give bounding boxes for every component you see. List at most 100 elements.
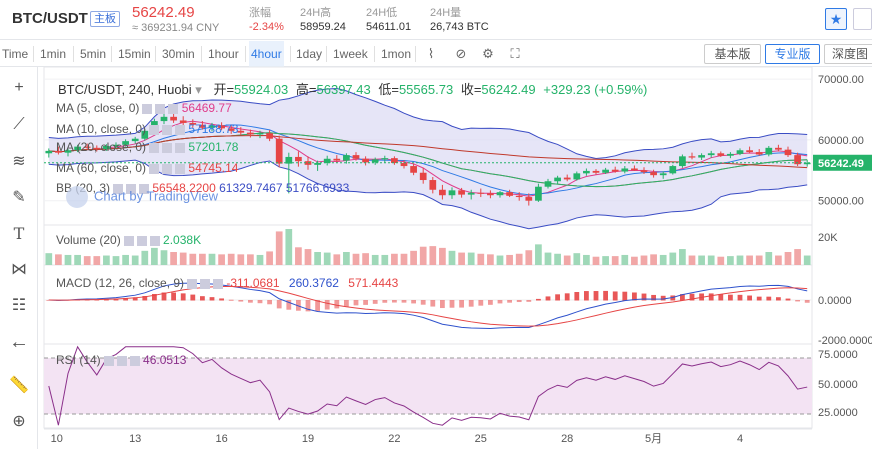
macd-label[interactable]: MACD (12, 26, close, 9) (56, 276, 185, 290)
rsi-label[interactable]: RSI (14) (56, 353, 101, 367)
tf-1week[interactable]: 1week (333, 47, 368, 61)
macd-hist-bar (555, 294, 560, 301)
close-icon[interactable] (139, 183, 150, 194)
macd-hist-bar (392, 300, 397, 303)
candle (631, 168, 638, 171)
tf-1day[interactable]: 1day (296, 47, 323, 61)
volume-bar (122, 254, 129, 265)
tf-1hour[interactable]: 1hour (208, 47, 239, 61)
gear-icon[interactable] (136, 235, 147, 246)
volume-bar (592, 256, 600, 265)
volume-bar (237, 254, 245, 265)
eye-icon[interactable] (187, 278, 198, 289)
close-icon[interactable] (175, 163, 186, 174)
candle (525, 197, 533, 201)
settings-icon[interactable]: ⚙ (482, 46, 494, 61)
volume-tick-label: 20K (818, 232, 838, 244)
gear-icon[interactable] (162, 142, 173, 153)
close-icon[interactable] (168, 103, 179, 114)
ma20-label[interactable]: MA (20, close, 0) (56, 140, 147, 154)
pro-view-button[interactable]: 专业版 (765, 44, 820, 64)
volume-bar (448, 250, 456, 265)
pair-title[interactable]: BTC/USDT (12, 10, 88, 27)
tradingview-watermark[interactable]: Chart by TradingView (66, 186, 218, 208)
gear-icon[interactable] (116, 355, 127, 366)
back-arrow-icon[interactable]: ← (9, 331, 29, 353)
prediction-icon[interactable]: ☷ (11, 297, 27, 314)
candle (506, 192, 513, 196)
gear-icon[interactable] (162, 124, 173, 135)
candle (410, 166, 417, 173)
tradingview-logo-icon (66, 186, 88, 208)
ma5-legend: MA (5, close, 0) 56469.77 (56, 101, 232, 115)
volume-bar (727, 256, 734, 265)
ma5-label[interactable]: MA (5, close, 0) (56, 101, 140, 115)
eye-icon[interactable] (149, 163, 160, 174)
ma10-label[interactable]: MA (10, close, 0) (56, 122, 147, 136)
macd-hist-bar (478, 300, 484, 306)
tf-5min[interactable]: 5min (80, 47, 107, 61)
eye-icon[interactable] (142, 103, 153, 114)
candle (199, 124, 206, 128)
depth-view-button[interactable]: 深度图 (824, 44, 872, 64)
macd-hist-bar (728, 294, 733, 301)
close-value: 56242.49 (481, 82, 536, 97)
rsi-value: 46.0513 (143, 353, 187, 367)
candle-type-icon[interactable]: ⌇ (427, 46, 435, 61)
tf-1min[interactable]: 1min (40, 47, 67, 61)
low-label: 低= (378, 82, 399, 97)
candle (746, 150, 753, 153)
eye-icon[interactable] (149, 124, 160, 135)
gear-icon[interactable] (200, 278, 211, 289)
fullscreen-icon[interactable]: ⛶ (510, 46, 520, 61)
close-icon[interactable] (175, 124, 186, 135)
candle (496, 192, 504, 196)
candle (64, 150, 72, 153)
tf-time[interactable]: Time (2, 47, 29, 61)
candle (103, 146, 110, 150)
zoom-in-icon[interactable]: ⊕ (12, 413, 26, 430)
tf-30min[interactable]: 30min (162, 47, 195, 61)
eye-icon[interactable] (103, 355, 114, 366)
eye-icon[interactable] (149, 142, 160, 153)
star-icon[interactable]: ★ (825, 8, 847, 30)
candle (765, 147, 773, 155)
gear-icon[interactable] (155, 103, 166, 114)
tf-4hour[interactable]: 4hour (249, 41, 284, 67)
stat-volume-value: 26,743 BTC (430, 21, 489, 33)
volume-bar (218, 254, 225, 265)
close-icon[interactable] (175, 142, 186, 153)
close-icon[interactable] (149, 235, 160, 246)
tf-15min[interactable]: 15min (118, 47, 151, 61)
volume-bar (765, 252, 773, 265)
stat-low-value: 54611.01 (366, 21, 412, 33)
tf-1mon[interactable]: 1mon (381, 47, 412, 61)
gear-icon[interactable] (126, 183, 137, 194)
close-icon[interactable] (213, 278, 224, 289)
ruler-icon[interactable]: 📏 (9, 377, 29, 394)
gear-icon[interactable] (162, 163, 173, 174)
volume-bar (352, 253, 360, 265)
indicators-icon[interactable]: ⊘ (455, 46, 467, 61)
crosshair-icon[interactable]: + (14, 79, 24, 96)
volume-label[interactable]: Volume (20) (56, 233, 121, 247)
volume-bar (650, 254, 657, 265)
stat-high-label: 24H高 (300, 7, 332, 19)
macd-hist-bar (622, 291, 628, 301)
candle (659, 173, 667, 176)
eye-icon[interactable] (123, 235, 134, 246)
pattern-icon[interactable]: ⋈ (11, 261, 27, 278)
ma60-label[interactable]: MA (60, close, 0) (56, 161, 147, 175)
close-icon[interactable] (129, 355, 140, 366)
candle (247, 132, 254, 135)
candle (314, 163, 321, 165)
eye-icon[interactable] (113, 183, 124, 194)
brush-icon[interactable]: ✎ (12, 189, 26, 206)
trend-line-icon[interactable]: ⟋ (13, 116, 25, 133)
price-tick-label: 70000.00 (818, 74, 864, 86)
legend-title[interactable]: BTC/USDT, 240, Huobi (58, 82, 192, 97)
fib-icon[interactable]: ≋ (12, 153, 26, 170)
text-icon[interactable]: T (13, 224, 25, 243)
basic-view-button[interactable]: 基本版 (704, 44, 761, 64)
